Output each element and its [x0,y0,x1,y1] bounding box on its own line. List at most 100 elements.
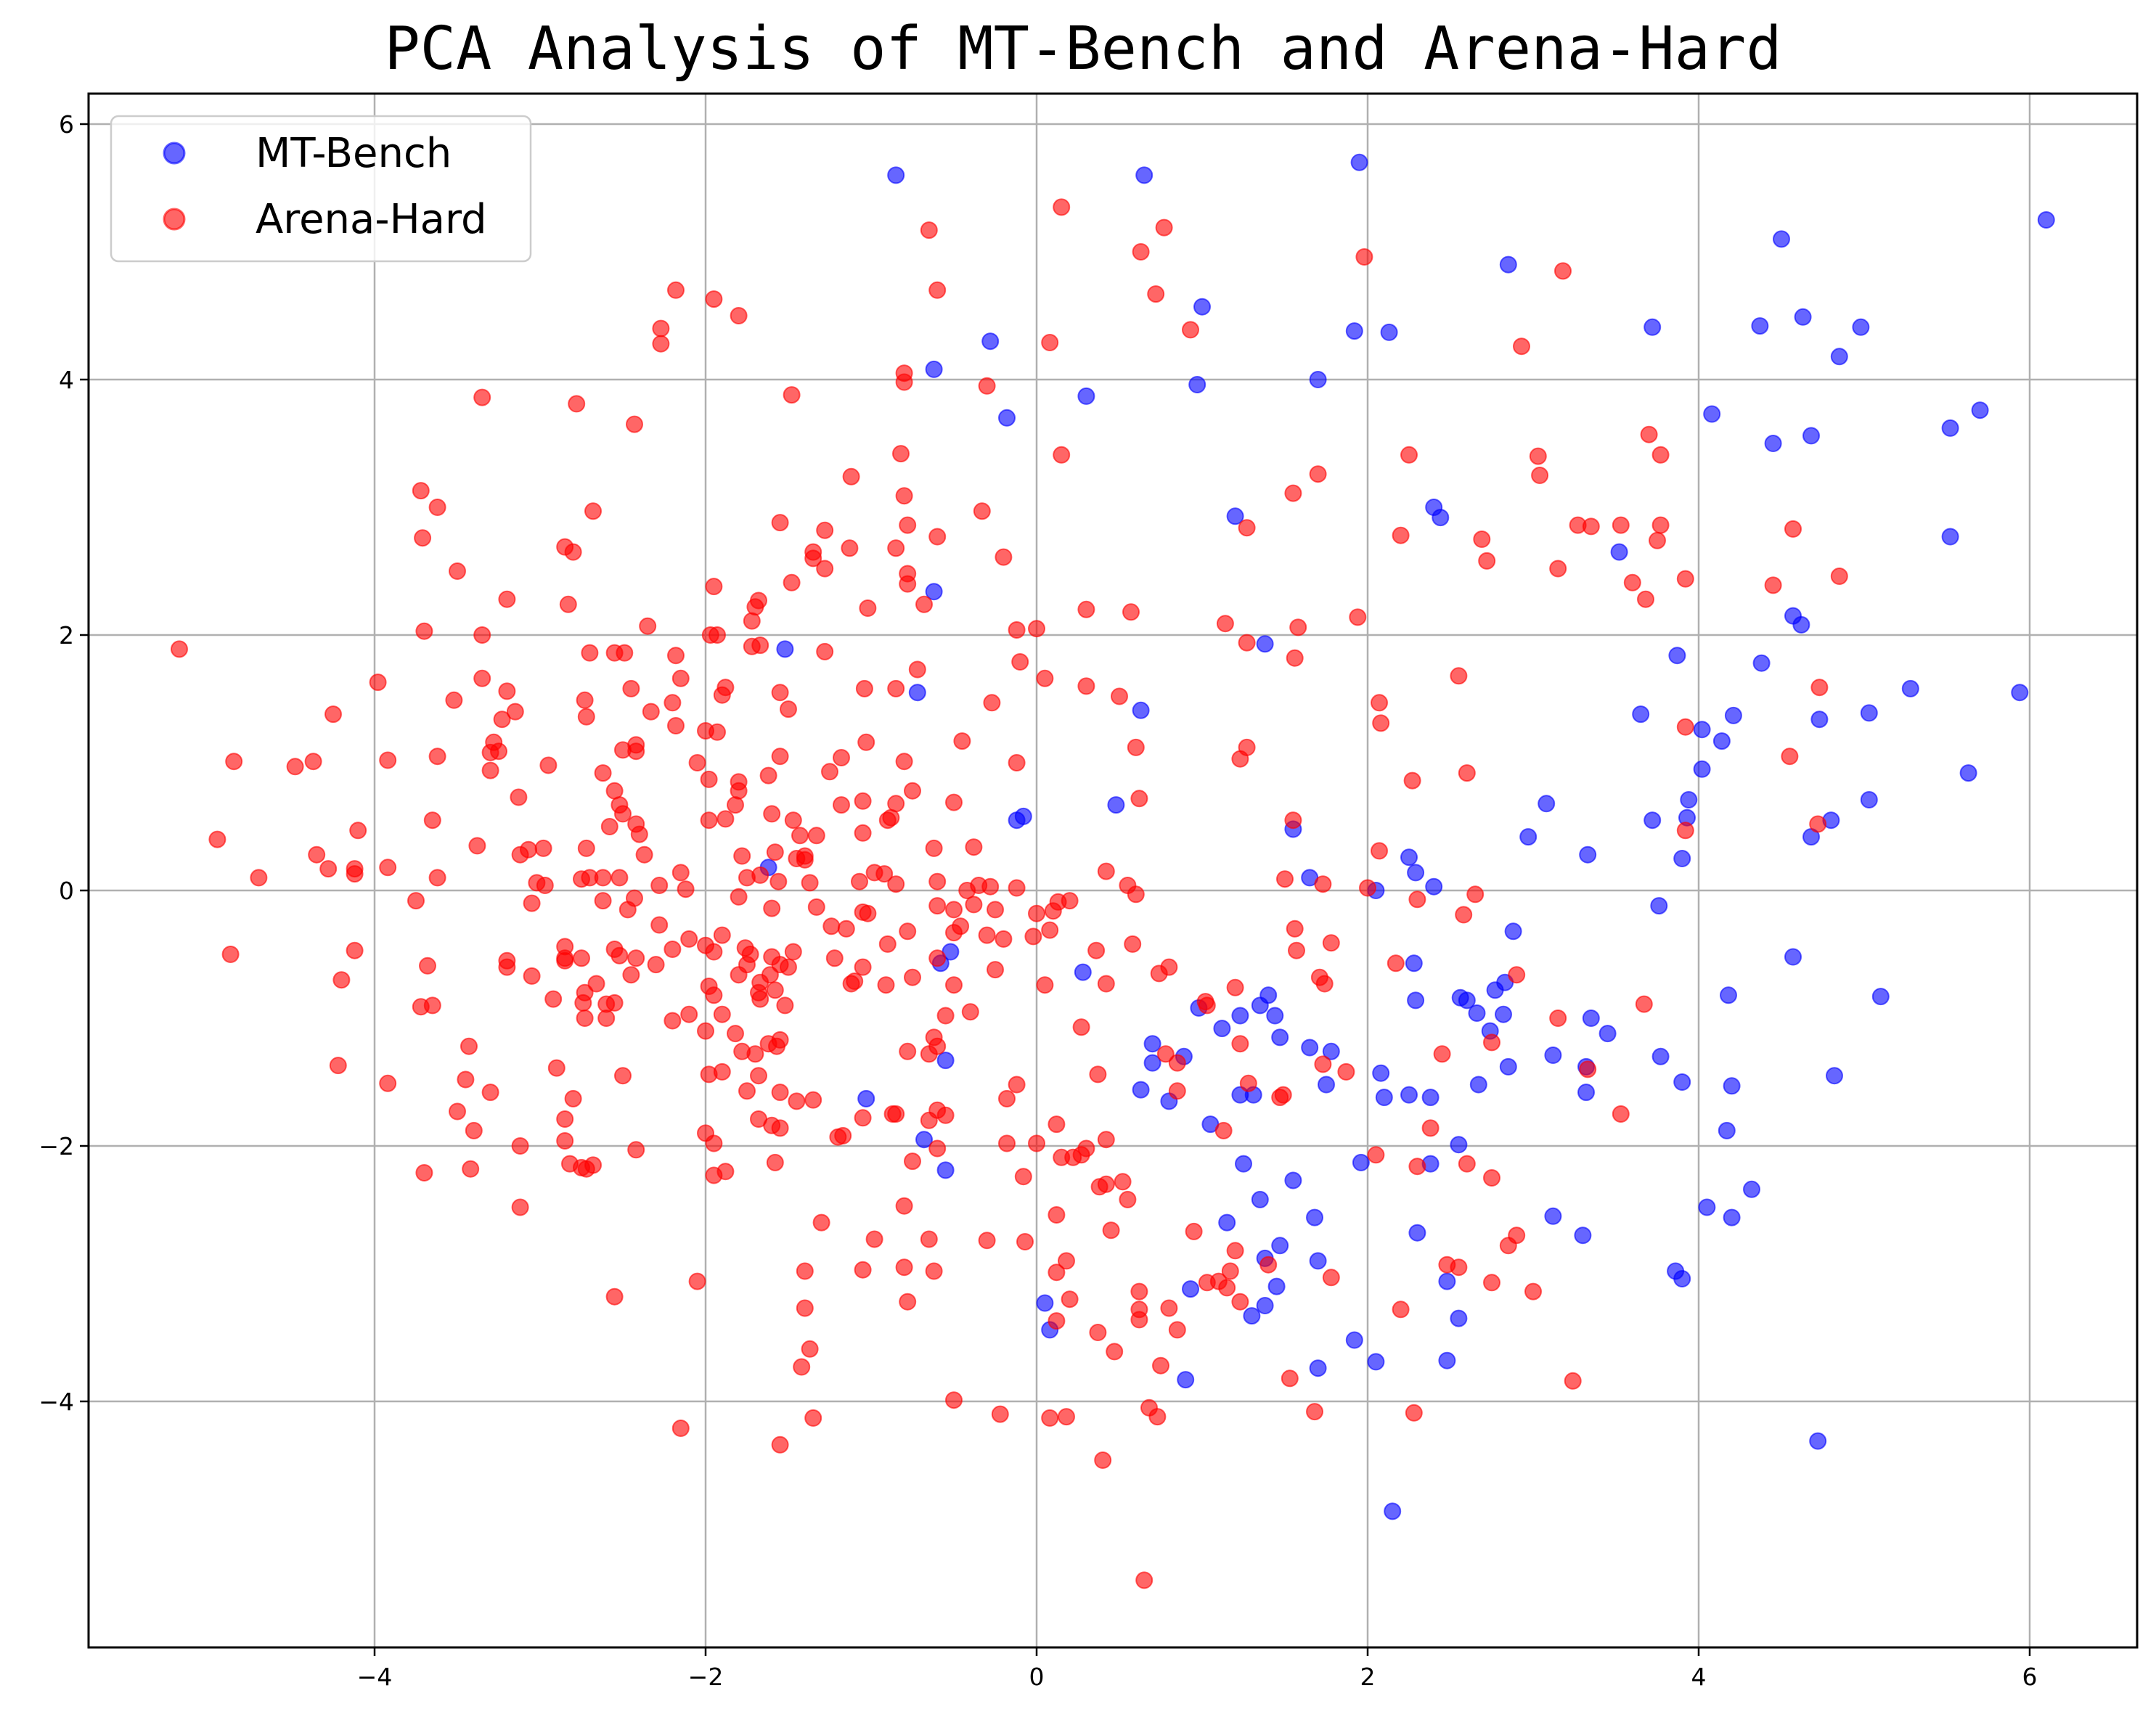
arena-hard-point [1168,1054,1186,1072]
mt-bench-point [1852,318,1870,336]
arena-hard-point [892,445,910,463]
arena-hard-point [547,1059,565,1077]
mt-bench-point [1266,1007,1284,1025]
arena-hard-point [1458,764,1476,782]
mt-bench-point [1458,991,1476,1010]
arena-hard-point [379,751,397,769]
arena-hard-point [663,694,682,712]
arena-hard-point [1041,921,1059,939]
arena-hard-point [680,1005,698,1023]
arena-hard-point [842,467,860,486]
mt-bench-point [1226,507,1244,525]
mt-bench-point [1651,1047,1670,1065]
arena-hard-point [594,892,612,910]
arena-hard-point [559,595,577,613]
arena-hard-point [887,875,905,893]
arena-hard-point [650,916,669,934]
arena-hard-point [978,926,996,944]
arena-hard-point [1781,748,1799,766]
arena-hard-point [544,990,563,1008]
mt-bench-point [1182,1280,1199,1298]
arena-hard-point [1214,1121,1233,1139]
arena-hard-point [1124,935,1142,953]
arena-hard-point [1089,1324,1107,1341]
arena-hard-point [771,1084,789,1102]
arena-hard-point [899,1293,917,1311]
arena-hard-point [1554,262,1572,280]
arena-hard-point [652,335,670,353]
arena-hard-point [1433,1045,1451,1063]
mt-bench-point [1432,509,1450,527]
arena-hard-point [928,528,947,546]
arena-hard-point [468,837,486,855]
arena-hard-point [854,792,872,810]
mt-bench-point [1468,1004,1486,1022]
mt-bench-point [1425,877,1443,896]
arena-hard-point [783,573,801,591]
arena-hard-point [1218,1279,1236,1297]
arena-hard-point [1809,815,1827,833]
y-tick-label: −4 [38,1388,74,1416]
arena-hard-point [1185,1222,1203,1240]
arena-hard-point [1216,615,1234,633]
arena-hard-point [369,673,387,692]
arena-hard-point [973,502,991,520]
mt-bench-point [1384,1502,1402,1520]
arena-hard-point [412,482,430,500]
mt-bench-point [1574,1226,1592,1245]
mt-bench-point [776,640,794,658]
arena-hard-point [465,1121,483,1139]
arena-hard-point [1147,285,1165,303]
arena-hard-point [1315,975,1334,993]
arena-hard-point [904,782,921,800]
arena-hard-point [1473,531,1491,548]
arena-hard-point [804,1091,822,1109]
mt-bench-point [1407,991,1425,1010]
legend-label-mt-bench: MT-Bench [256,130,452,177]
arena-hard-point [1160,1299,1178,1317]
y-tick-label: 4 [59,366,74,394]
mt-bench-point [1752,654,1771,672]
mt-bench-point [1720,986,1737,1004]
mt-bench-point [1193,298,1211,316]
arena-hard-point [1152,1356,1169,1375]
arena-hard-point [705,943,723,961]
arena-hard-point [854,1261,872,1279]
arena-hard-point [1008,754,1026,771]
arena-hard-point [611,869,629,887]
arena-hard-point [556,1110,574,1128]
arena-hard-point [904,1152,921,1171]
arena-hard-point [928,281,947,299]
arena-hard-point [1635,995,1653,1013]
mt-bench-point [1582,1010,1600,1027]
mt-bench-point [925,360,943,378]
arena-hard-point [1450,1258,1468,1277]
arena-hard-point [1649,531,1666,549]
arena-hard-point [1322,1269,1340,1287]
arena-hard-point [423,811,441,830]
arena-hard-point [857,733,875,751]
arena-hard-point [816,642,834,660]
arena-hard-point [978,1232,996,1250]
mt-bench-point [1871,988,1890,1006]
mt-bench-point [1218,1213,1236,1232]
arena-hard-point [1061,892,1079,910]
arena-hard-point [605,1287,624,1306]
mt-bench-point [981,332,1000,351]
y-tick-label: 2 [59,621,74,650]
arena-hard-point [627,742,645,761]
arena-hard-point [286,758,304,776]
arena-hard-point [816,521,834,539]
arena-hard-point [1008,621,1026,639]
mt-bench-point [1673,1073,1691,1091]
arena-hard-point [1087,941,1106,959]
arena-hard-point [1286,920,1304,938]
arena-hard-point [577,708,595,726]
arena-hard-point [833,796,850,814]
arena-hard-point [1182,321,1199,339]
arena-hard-point [899,1042,917,1060]
arena-hard-point [642,703,660,721]
arena-hard-point [705,986,723,1004]
arena-hard-point [1097,862,1115,880]
arena-hard-point [481,1084,499,1102]
